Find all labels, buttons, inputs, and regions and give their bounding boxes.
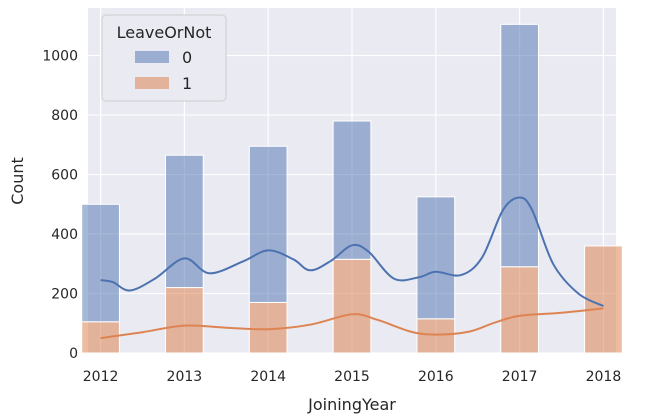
x-axis-label: JoiningYear <box>307 395 396 414</box>
kde-lines <box>100 196 604 340</box>
bar-series-0 <box>248 145 288 303</box>
kde-line-series-0 <box>100 196 604 307</box>
legend-swatch-series-0 <box>135 51 169 63</box>
legend-label-series-0: 0 <box>182 48 192 67</box>
bar-series-0 <box>332 120 372 260</box>
legend-title: LeaveOrNot <box>117 23 212 42</box>
kde-line-series-1 <box>100 307 604 340</box>
y-tick-label: 0 <box>69 346 78 362</box>
x-tick-label: 2013 <box>167 369 203 385</box>
x-tick-label: 2016 <box>418 369 454 385</box>
bar-series-1 <box>584 245 623 354</box>
y-tick-label: 200 <box>51 287 78 303</box>
y-tick-label: 1000 <box>42 49 78 65</box>
bar-series-1 <box>500 266 539 354</box>
y-tick-label: 800 <box>51 108 78 124</box>
bar-series-0 <box>81 203 120 323</box>
bar-series-1 <box>332 258 372 354</box>
y-axis-label: Count <box>8 157 27 205</box>
y-tick-label: 600 <box>51 168 78 184</box>
bar-series-1 <box>416 318 456 354</box>
x-tick-label: 2017 <box>502 369 538 385</box>
y-tick-label: 400 <box>51 227 78 243</box>
legend-label-series-1: 1 <box>182 74 192 93</box>
x-tick-label: 2018 <box>586 369 622 385</box>
legend-swatch-series-1 <box>135 77 169 89</box>
bar-series-0 <box>165 154 204 289</box>
legend: LeaveOrNot 0 1 <box>101 14 227 102</box>
x-tick-label: 2015 <box>334 369 370 385</box>
tick-labels: 0 200 400 600 800 1000 2012 2013 2014 2015 2016 201… <box>42 49 621 385</box>
bar-series-1 <box>165 287 204 354</box>
x-tick-label: 2014 <box>250 369 286 385</box>
bar-series-0 <box>416 196 456 320</box>
x-tick-label: 2012 <box>83 369 119 385</box>
bar-series-0 <box>500 23 539 268</box>
bars <box>81 23 623 354</box>
